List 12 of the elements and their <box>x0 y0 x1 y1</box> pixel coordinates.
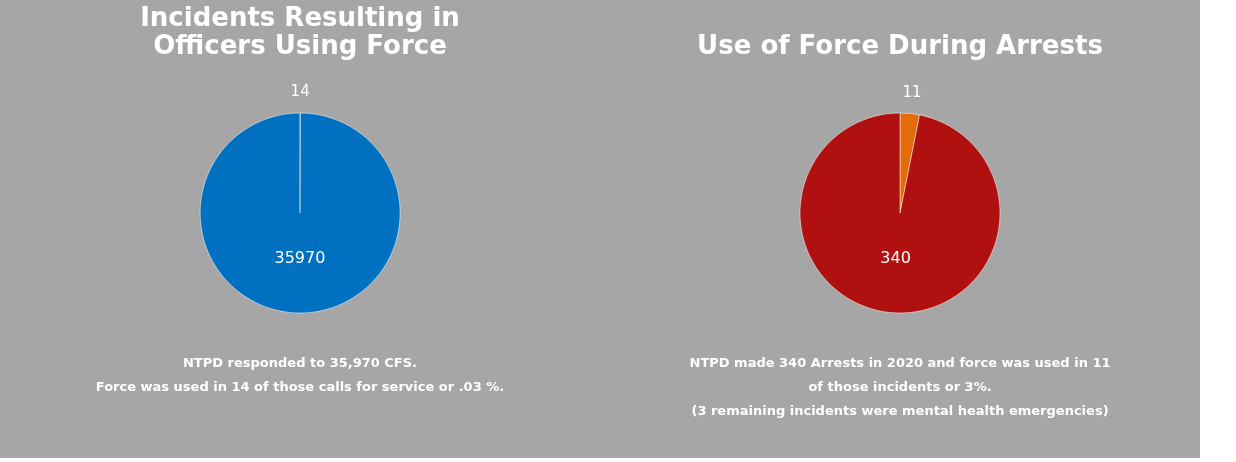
text: NTPD responded to 35,970 CFS. <box>182 355 418 370</box>
text: of those incidents or 3%. <box>808 379 992 394</box>
text: Incidents Resulting in <box>140 2 460 32</box>
chart-title: Use of Force During Arrests <box>697 30 1103 60</box>
data-label: 340 <box>880 247 911 267</box>
pie-slice <box>799 112 1001 314</box>
data-label: 35970 <box>274 248 326 267</box>
data-label: 14 <box>290 82 310 100</box>
data-label: 11 <box>902 82 922 101</box>
text: NTPD made 340 Arrests in 2020 and force was used in 11 <box>689 355 1111 370</box>
text: (3 remaining incidents were mental health emergencies) <box>691 403 1109 418</box>
text: Force was used in 14 of those calls for service or .03 %. <box>95 379 505 394</box>
